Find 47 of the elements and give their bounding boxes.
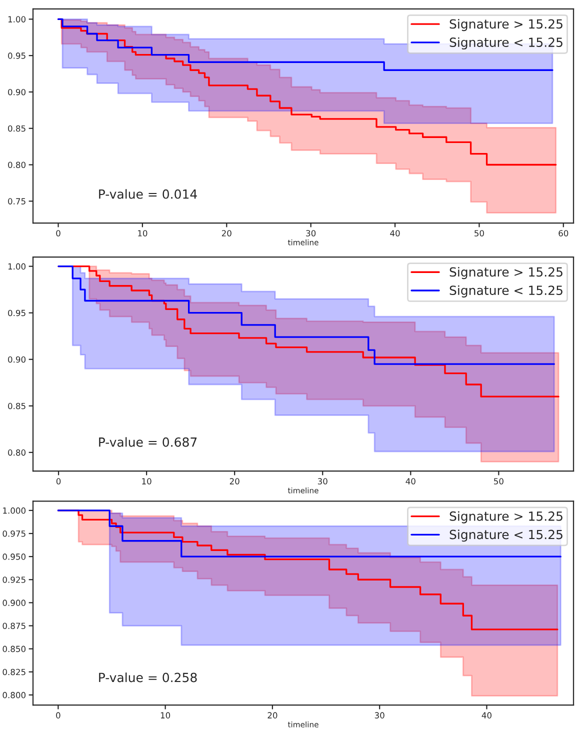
y-tick-label: 1.00 xyxy=(8,263,26,270)
x-tick-label: 40 xyxy=(390,230,400,236)
x-tick-label: 40 xyxy=(482,712,492,718)
x-tick-label: 30 xyxy=(306,230,316,236)
x-tick-label: 50 xyxy=(474,230,484,236)
legend-label: Signature < 15.25 xyxy=(450,285,562,298)
x-tick-label: 60 xyxy=(558,230,568,236)
legend-label: Signature > 15.25 xyxy=(450,511,562,524)
x-tick-label: 0 xyxy=(56,230,60,236)
y-tick-label: 0.85 xyxy=(8,125,26,132)
legend-label: Signature > 15.25 xyxy=(450,18,562,32)
x-tick-label: 20 xyxy=(268,712,278,718)
x-tick-label: 0 xyxy=(56,478,61,484)
x-tick-label: 30 xyxy=(374,712,384,718)
y-tick-label: 0.95 xyxy=(8,310,26,316)
y-tick-label: 0.850 xyxy=(2,646,26,652)
y-tick-label: 0.925 xyxy=(2,576,26,583)
annotation: P-value = 0.258 xyxy=(99,672,197,682)
y-tick-label: 0.85 xyxy=(8,402,26,410)
y-tick-label: 0.95 xyxy=(8,52,26,59)
y-tick-label: 1.000 xyxy=(3,507,26,514)
y-tick-label: 0.90 xyxy=(8,88,26,96)
x-tick-label: 30 xyxy=(318,478,328,484)
y-tick-label: 0.90 xyxy=(8,356,26,363)
x-tick-label: 20 xyxy=(230,478,240,484)
legend-label: Signature < 15.25 xyxy=(450,37,562,50)
y-tick-label: 0.80 xyxy=(8,449,26,456)
y-tick-label: 1.00 xyxy=(8,16,26,22)
x-tick-label: 0 xyxy=(56,712,60,718)
annotation: P-value = 0.687 xyxy=(99,437,197,447)
x-tick-label: 10 xyxy=(138,230,148,236)
y-tick-label: 0.875 xyxy=(2,622,26,630)
x-tick-label: 10 xyxy=(142,478,152,484)
legend-label: Signature > 15.25 xyxy=(450,267,562,280)
y-tick-label: 0.825 xyxy=(2,668,26,676)
legend-label: Signature < 15.25 xyxy=(450,530,562,542)
x-tick-label: 40 xyxy=(406,478,416,484)
y-tick-label: 0.950 xyxy=(2,554,26,560)
annotation: P-value = 0.014 xyxy=(99,189,197,199)
y-tick-label: 0.80 xyxy=(8,162,26,168)
y-tick-label: 0.975 xyxy=(2,530,26,537)
y-tick-label: 0.75 xyxy=(8,198,26,204)
x-tick-label: 50 xyxy=(494,478,504,484)
x-tick-label: 20 xyxy=(222,230,232,236)
y-tick-label: 0.900 xyxy=(2,600,26,606)
y-tick-label: 0.800 xyxy=(2,692,26,698)
x-tick-label: 10 xyxy=(160,712,170,718)
